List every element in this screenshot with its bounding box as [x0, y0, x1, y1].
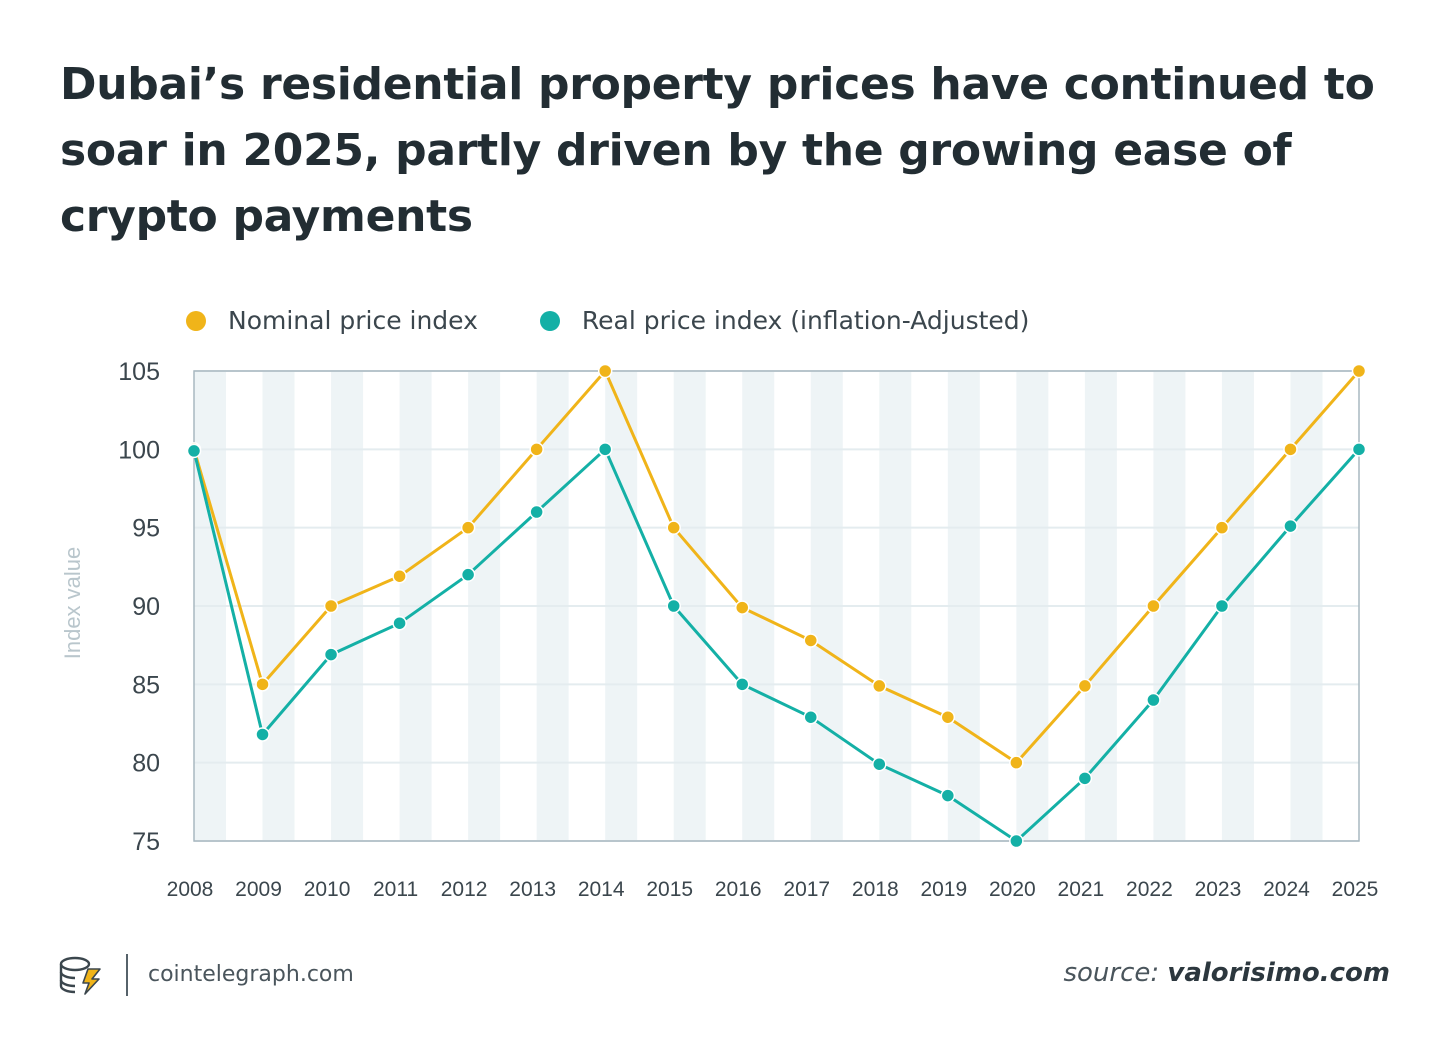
data-point-nominal	[460, 520, 476, 535]
x-tick-label: 2009	[235, 878, 282, 901]
data-point-nominal	[940, 709, 956, 725]
y-tick-label: 95	[132, 515, 160, 543]
data-point-nominal	[1146, 598, 1161, 614]
y-tick-label: 100	[118, 436, 160, 464]
x-tick-label: 2019	[920, 878, 967, 901]
x-tick-label: 2022	[1126, 878, 1173, 901]
x-tick-label: 2023	[1195, 878, 1242, 901]
series-line-nominal	[192, 369, 1361, 765]
source-label: source:	[1063, 958, 1160, 988]
data-point-real	[1351, 442, 1367, 457]
cointelegraph-logo-icon	[59, 956, 101, 995]
data-point-nominal	[1009, 755, 1024, 770]
y-tick-label: 85	[132, 671, 160, 699]
legend-item-real: Real price index (inflation-Adjusted)	[539, 306, 1030, 335]
x-tick-label: 2014	[578, 878, 625, 901]
data-point-real	[460, 567, 476, 582]
legend-item-nominal: Nominal price index	[186, 306, 478, 335]
x-tick-label: 2017	[783, 878, 830, 901]
y-tick-label: 80	[132, 750, 160, 778]
footer-site: cointelegraph.com	[148, 962, 354, 987]
data-point-real	[597, 442, 613, 457]
plot-border	[193, 370, 1360, 842]
data-point-nominal	[392, 568, 407, 584]
source-site: valorisimo.com	[1167, 958, 1390, 988]
data-point-real	[255, 727, 270, 742]
data-point-real	[392, 615, 407, 631]
series-line-real	[192, 447, 1361, 843]
x-tick-label: 2012	[441, 878, 488, 901]
data-point-real	[1009, 833, 1024, 849]
legend-swatch-nominal	[186, 310, 206, 331]
legend-swatch-real	[539, 310, 560, 331]
data-point-real	[734, 677, 750, 692]
data-point-nominal	[1077, 678, 1093, 694]
data-point-real	[1214, 598, 1230, 614]
series-lines	[192, 369, 1361, 843]
data-point-nominal	[803, 633, 819, 648]
x-tick-label: 2008	[167, 878, 214, 901]
x-tick-label: 2024	[1263, 878, 1310, 901]
footer-separator	[126, 954, 128, 996]
y-tick-label: 75	[132, 828, 160, 856]
data-point-real	[666, 598, 681, 614]
data-point-nominal	[734, 600, 750, 615]
data-point-real	[872, 756, 887, 772]
footer-source: source: valorisimo.com	[1063, 958, 1390, 988]
x-axis-ticks: 2008 2009 2010 2011 2012 2013 2014 2015 2016 2017…	[167, 878, 1379, 901]
data-point-nominal	[1283, 442, 1298, 457]
data-point-real	[529, 504, 544, 520]
data-point-nominal	[529, 442, 544, 457]
data-point-real	[803, 709, 819, 725]
data-point-nominal	[255, 677, 270, 692]
legend: Nominal price index Real price index (in…	[186, 306, 1091, 335]
x-tick-label: 2010	[304, 878, 351, 901]
y-tick-label: 90	[132, 593, 160, 621]
x-tick-label: 2020	[989, 878, 1036, 901]
y-axis-label: Index value	[60, 547, 85, 660]
data-point-nominal	[1214, 520, 1230, 535]
x-tick-label: 2011	[373, 878, 418, 901]
x-tick-label: 2018	[852, 878, 899, 901]
data-point-real	[1283, 518, 1298, 534]
y-tick-label: 105	[118, 358, 160, 386]
x-tick-label: 2021	[1058, 878, 1105, 901]
data-point-real	[186, 443, 202, 459]
x-tick-label: 2025	[1332, 878, 1379, 901]
legend-label-nominal: Nominal price index	[228, 306, 478, 335]
data-point-nominal	[1351, 363, 1367, 379]
data-point-real	[1146, 692, 1161, 708]
data-point-real	[1077, 771, 1093, 786]
legend-label-real: Real price index (inflation-Adjusted)	[581, 306, 1030, 335]
x-tick-label: 2016	[715, 878, 762, 901]
data-point-nominal	[597, 363, 613, 379]
y-axis-ticks: 75 80 85 90 95 100 105	[118, 358, 160, 856]
data-point-nominal	[872, 678, 887, 694]
plot-frame	[193, 370, 1360, 842]
x-tick-label: 2015	[646, 878, 693, 901]
data-point-real	[323, 647, 339, 662]
data-point-nominal	[323, 598, 339, 614]
data-point-nominal	[666, 520, 681, 535]
series-points	[186, 363, 1367, 849]
x-tick-label: 2013	[509, 878, 556, 901]
chart-title: Dubai’s residential property prices have…	[60, 59, 1375, 242]
data-point-real	[940, 788, 956, 803]
